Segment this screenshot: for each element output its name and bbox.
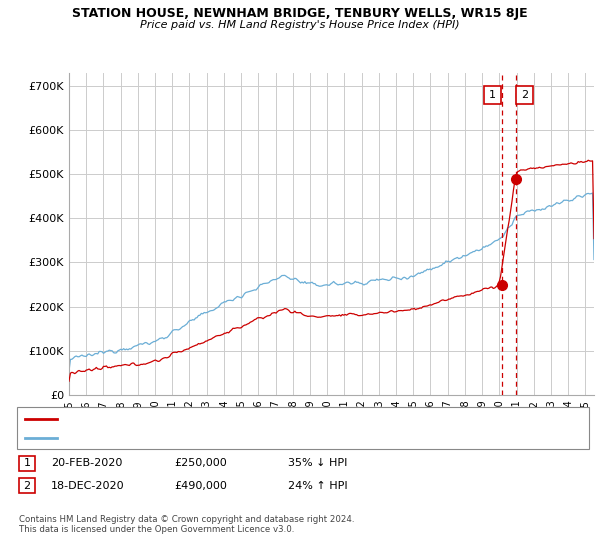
Text: 35% ↓ HPI: 35% ↓ HPI xyxy=(288,459,347,468)
Text: 2: 2 xyxy=(521,90,529,100)
Text: STATION HOUSE, NEWNHAM BRIDGE, TENBURY WELLS, WR15 8JE (detached house): STATION HOUSE, NEWNHAM BRIDGE, TENBURY W… xyxy=(63,414,458,423)
Text: Price paid vs. HM Land Registry's House Price Index (HPI): Price paid vs. HM Land Registry's House … xyxy=(140,20,460,30)
Text: Contains HM Land Registry data © Crown copyright and database right 2024.: Contains HM Land Registry data © Crown c… xyxy=(19,515,355,524)
Text: HPI: Average price, detached house, Malvern Hills: HPI: Average price, detached house, Malv… xyxy=(63,433,300,442)
Text: STATION HOUSE, NEWNHAM BRIDGE, TENBURY WELLS, WR15 8JE: STATION HOUSE, NEWNHAM BRIDGE, TENBURY W… xyxy=(72,7,528,20)
Text: 24% ↑ HPI: 24% ↑ HPI xyxy=(288,481,347,491)
Text: 1: 1 xyxy=(489,90,496,100)
Text: 1: 1 xyxy=(23,459,31,468)
Text: 20-FEB-2020: 20-FEB-2020 xyxy=(51,459,122,468)
Text: This data is licensed under the Open Government Licence v3.0.: This data is licensed under the Open Gov… xyxy=(19,525,295,534)
Text: £490,000: £490,000 xyxy=(174,481,227,491)
Text: £250,000: £250,000 xyxy=(174,459,227,468)
Text: 2: 2 xyxy=(23,481,31,491)
Text: 18-DEC-2020: 18-DEC-2020 xyxy=(51,481,125,491)
